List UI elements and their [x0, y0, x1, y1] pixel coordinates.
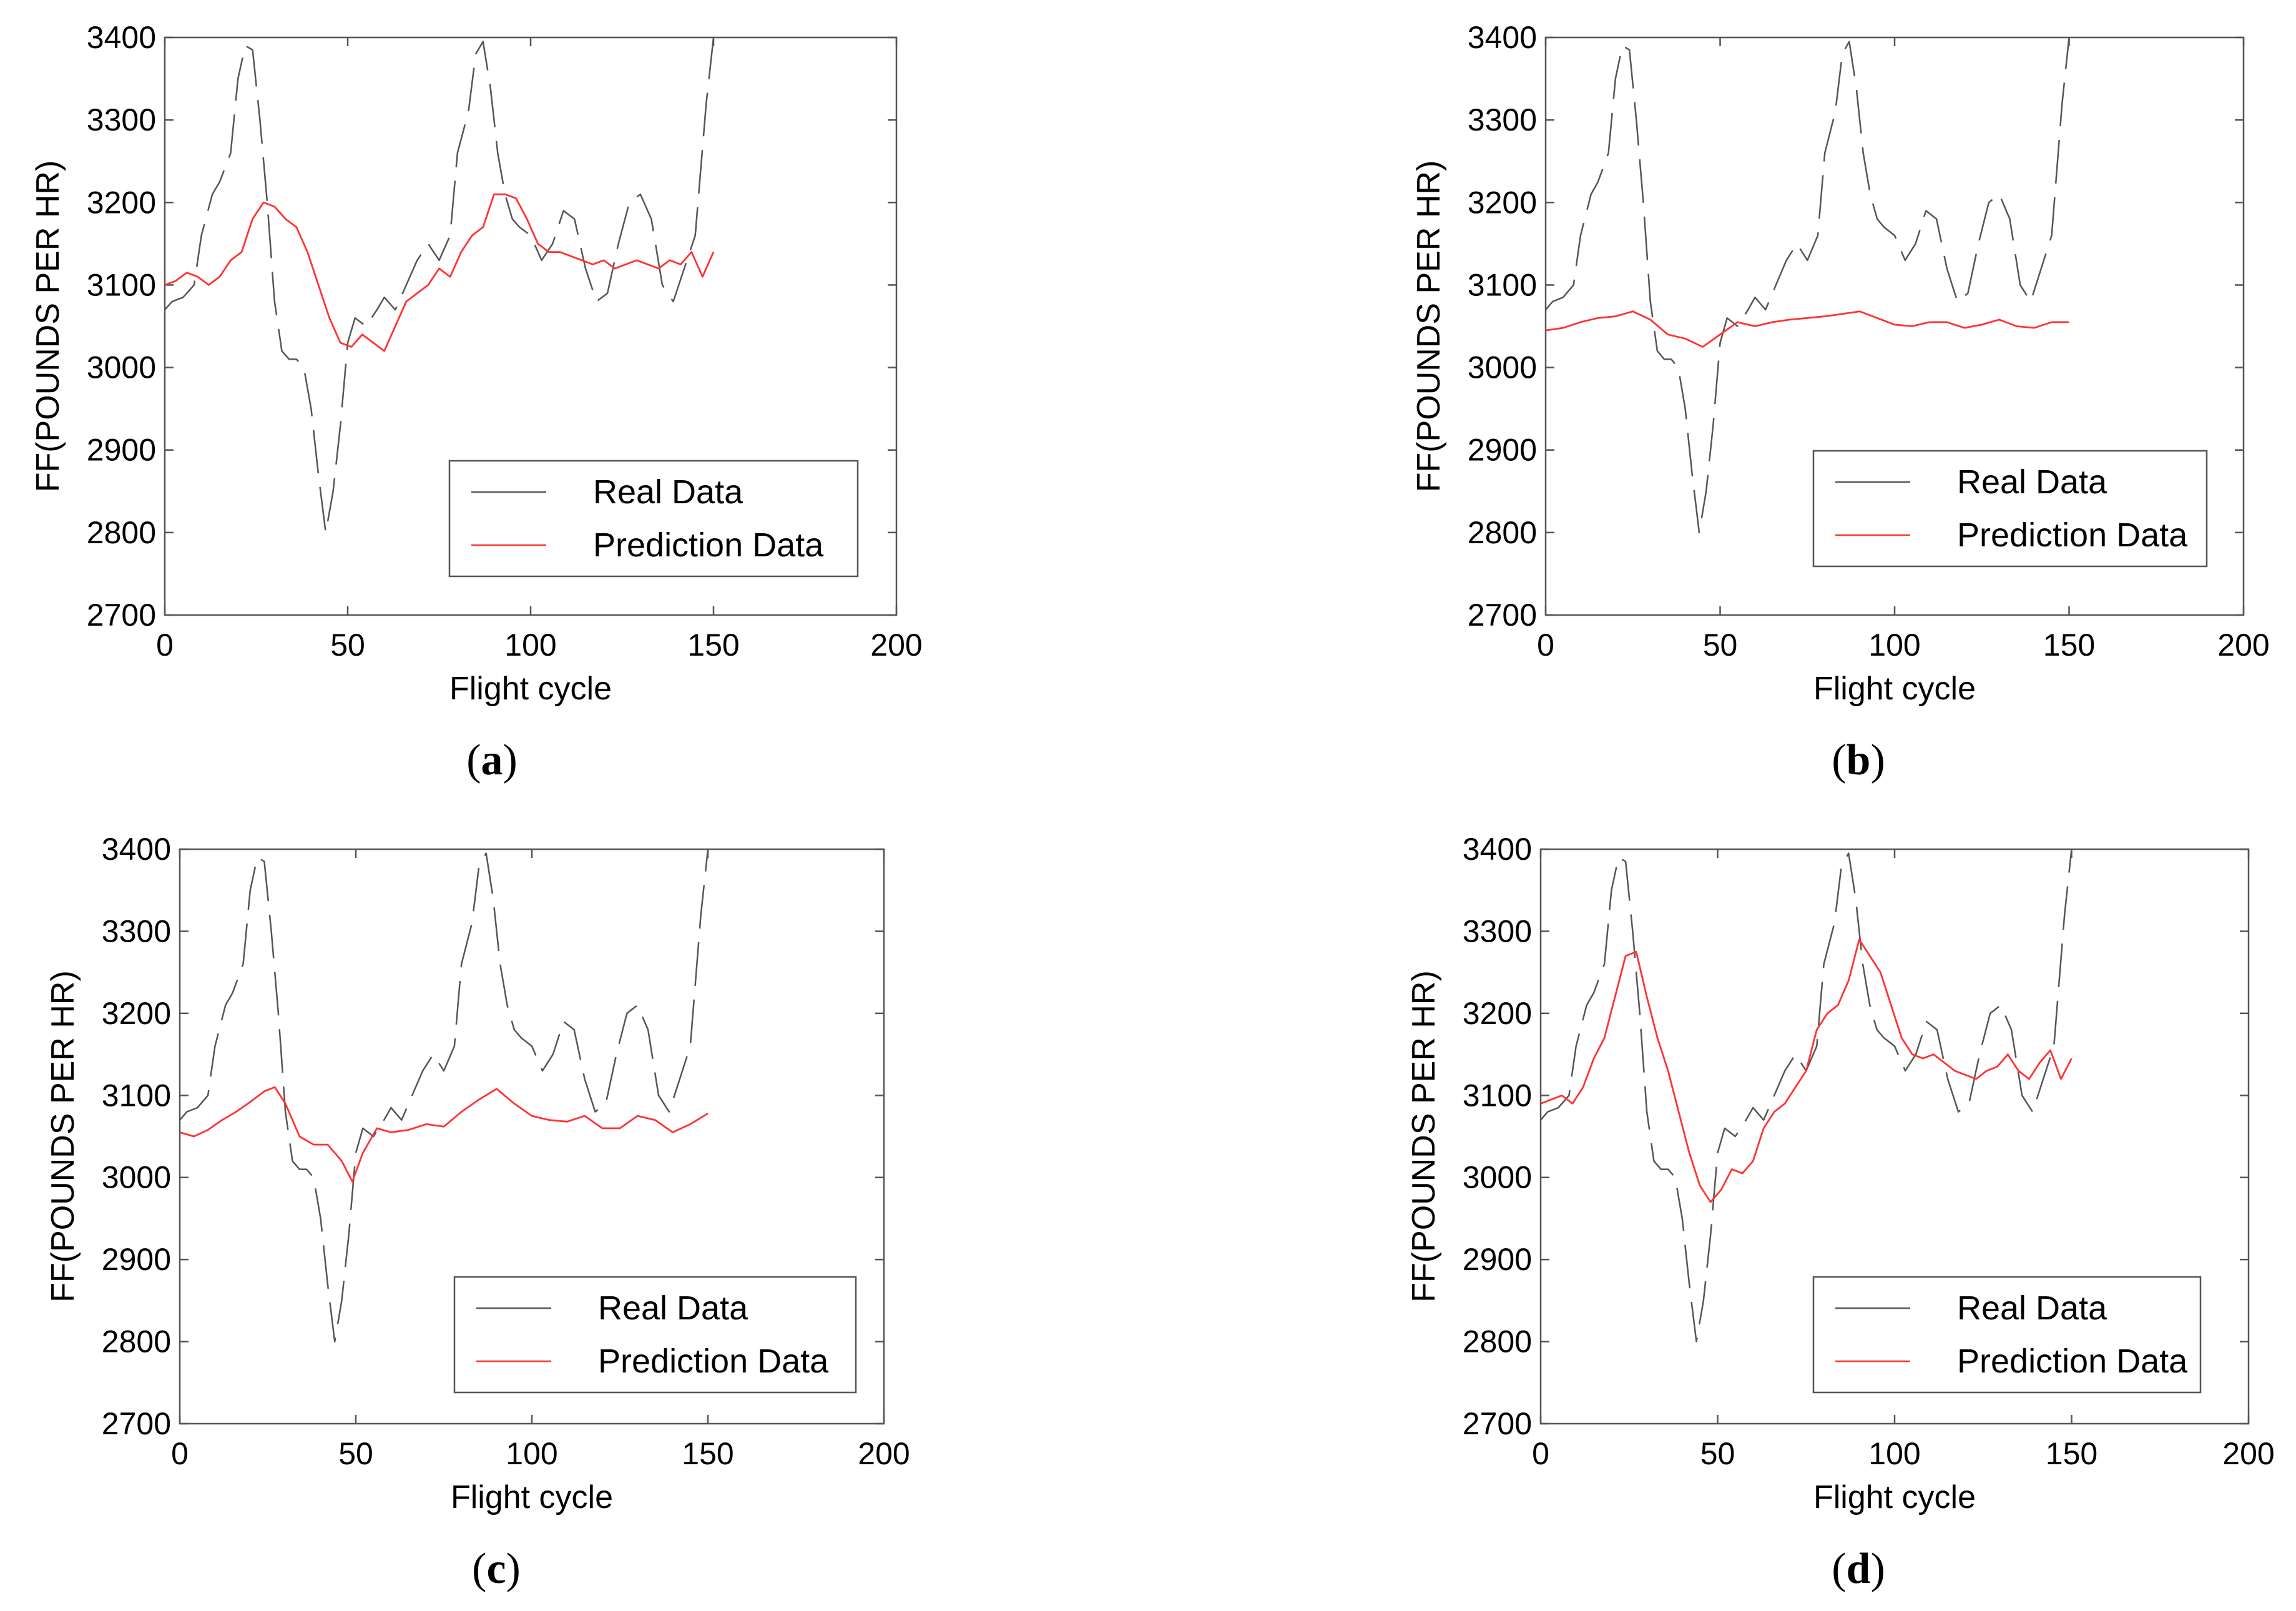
x-tick-label: 200 [2217, 628, 2269, 663]
y-tick-label: 2900 [102, 1242, 171, 1277]
y-tick-label: 3000 [1463, 1160, 1532, 1195]
series-line-real-data [164, 37, 715, 534]
x-tick-label: 150 [2046, 1436, 2097, 1471]
x-axis-label: Flight cycle [449, 671, 612, 707]
caption-d: (d) [1832, 1545, 1885, 1593]
y-tick-label: 2800 [1463, 1324, 1532, 1359]
y-axis-label: FF(POUNDS PER HR) [1406, 970, 1442, 1303]
y-tick-label: 3300 [1468, 102, 1537, 137]
y-tick-label: 2700 [1463, 1406, 1532, 1441]
y-tick-label: 3400 [1468, 20, 1537, 55]
x-tick-label: 200 [870, 628, 922, 663]
y-tick-label: 3200 [1468, 185, 1537, 220]
y-tick-label: 2700 [87, 598, 156, 633]
y-tick-label: 3400 [87, 20, 156, 55]
y-axis-label: FF(POUNDS PER HR) [30, 160, 66, 493]
x-axis-label: Flight cycle [1813, 1479, 1976, 1515]
y-tick-label: 2700 [1468, 598, 1537, 633]
legend: Real Data Prediction Data [453, 1276, 857, 1394]
x-tick-label: 0 [1532, 1436, 1549, 1471]
y-tick-label: 3200 [1463, 996, 1532, 1031]
caption-a: (a) [466, 736, 518, 784]
y-tick-label: 3100 [1468, 267, 1537, 302]
y-tick-label: 2800 [1468, 515, 1537, 550]
chart-panel-a: 2700 2800 2900 3000 3100 3200 3300 3400 0 50 100 15… [30, 20, 923, 707]
x-tick-label: 50 [330, 628, 365, 663]
legend-label: Real Data [1957, 463, 2107, 501]
chart-panel-d: 2700 2800 2900 3000 3100 3200 3300 3400 0 50 100 15… [1406, 832, 2275, 1515]
legend-label: Prediction Data [1957, 516, 2188, 554]
caption-b: (b) [1832, 736, 1885, 784]
caption-c: (c) [472, 1545, 521, 1593]
y-tick-label: 3400 [1463, 832, 1532, 867]
y-axis-label: FF(POUNDS PER HR) [45, 970, 81, 1303]
x-tick-label: 150 [687, 628, 739, 663]
series-line-real-data [1545, 37, 2070, 534]
legend: Real Data Prediction Data [448, 460, 859, 578]
x-tick-label: 100 [506, 1436, 557, 1471]
y-tick-label: 3000 [1468, 350, 1537, 385]
x-tick-label: 200 [858, 1436, 910, 1471]
series-line-prediction-data [179, 1086, 709, 1183]
y-tick-label: 3000 [102, 1160, 171, 1195]
legend-box [1812, 450, 2208, 568]
x-tick-label: 0 [156, 628, 174, 663]
legend-label: Prediction Data [593, 526, 824, 564]
legend-label: Real Data [1957, 1289, 2107, 1327]
y-tick-label: 3200 [102, 996, 171, 1031]
legend-label: Prediction Data [1957, 1342, 2188, 1380]
y-tick-label: 3300 [102, 914, 171, 948]
x-axis-label: Flight cycle [1813, 671, 1976, 707]
y-tick-label: 2800 [87, 515, 156, 550]
x-tick-label: 200 [2222, 1436, 2274, 1471]
x-tick-label: 100 [1868, 1436, 1920, 1471]
y-tick-label: 3400 [102, 832, 171, 867]
x-tick-label: 0 [171, 1436, 189, 1471]
y-tick-label: 2900 [1463, 1242, 1532, 1277]
y-tick-label: 3100 [1463, 1078, 1532, 1113]
x-axis-label: Flight cycle [451, 1479, 613, 1515]
legend-box [1812, 1276, 2202, 1394]
chart-panel-b: 2700 2800 2900 3000 3100 3200 3300 3400 0 50 100 15… [1411, 20, 2270, 707]
y-tick-label: 2800 [102, 1324, 171, 1359]
y-tick-label: 2900 [87, 433, 156, 468]
y-tick-label: 2900 [1468, 433, 1537, 468]
x-tick-label: 50 [338, 1436, 373, 1471]
legend-box [453, 1276, 857, 1394]
y-tick-label: 3000 [87, 350, 156, 385]
legend-box [448, 460, 859, 578]
x-tick-label: 0 [1537, 628, 1554, 663]
x-tick-label: 150 [2043, 628, 2095, 663]
y-tick-label: 3300 [87, 102, 156, 137]
series-line-prediction-data [164, 193, 715, 352]
y-tick-label: 2700 [102, 1406, 171, 1441]
x-tick-label: 100 [1868, 628, 1920, 663]
chart-panel-c: 2700 2800 2900 3000 3100 3200 3300 3400 0 50 100 15… [45, 832, 910, 1515]
series-line-real-data [179, 849, 709, 1342]
x-tick-label: 50 [1703, 628, 1738, 663]
y-tick-label: 3200 [87, 185, 156, 220]
x-tick-label: 100 [504, 628, 556, 663]
y-tick-label: 3300 [1463, 914, 1532, 948]
series-line-prediction-data [1545, 310, 2069, 348]
legend: Real Data Prediction Data [1812, 450, 2208, 568]
y-tick-label: 3100 [87, 267, 156, 302]
x-tick-label: 150 [682, 1436, 733, 1471]
series-line-real-data [1540, 849, 2073, 1342]
y-axis-label: FF(POUNDS PER HR) [1411, 160, 1447, 493]
legend-label: Real Data [598, 1289, 748, 1327]
legend-label: Real Data [593, 473, 743, 511]
y-tick-label: 3100 [102, 1078, 171, 1113]
series-line-prediction-data [1540, 939, 2073, 1203]
legend-label: Prediction Data [598, 1342, 829, 1380]
legend: Real Data Prediction Data [1812, 1276, 2202, 1394]
x-tick-label: 50 [1700, 1436, 1735, 1471]
